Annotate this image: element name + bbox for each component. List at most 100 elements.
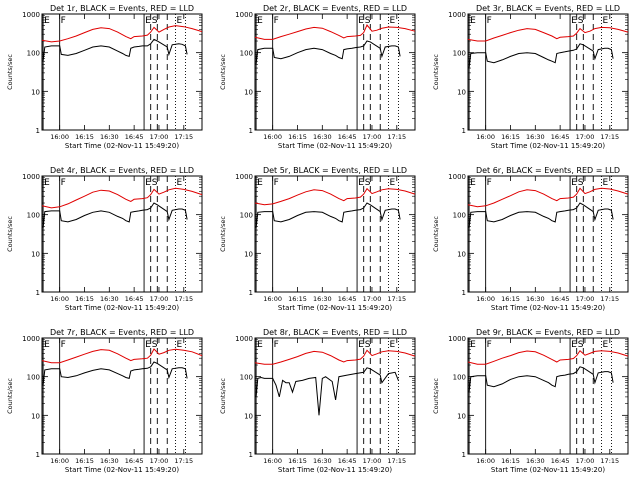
time-marker-label: F	[61, 16, 66, 26]
x-axis-label: Start Time (02-Nov-11 15:49:20)	[491, 466, 605, 474]
series-events-line	[42, 38, 188, 62]
series-lld-line	[41, 25, 203, 43]
x-axis-label: Start Time (02-Nov-11 15:49:20)	[278, 304, 392, 312]
y-tick-label: 1000	[448, 173, 466, 181]
x-tick-label: 16:00	[50, 295, 69, 303]
series-lld-line	[254, 187, 416, 206]
y-tick-label: 1	[249, 289, 253, 297]
x-tick-label: 16:30	[313, 457, 332, 465]
time-marker-label: S	[365, 178, 371, 188]
plot-frame	[254, 175, 416, 293]
x-tick-label: 17:15	[600, 133, 619, 141]
x-tick-label: 16:45	[125, 133, 144, 141]
detector-panel-3: Det 3r, BLACK = Events, RED = LLD 1 10 100 1…	[432, 4, 629, 150]
x-tick-label: 17:15	[387, 133, 406, 141]
y-tick-label: 100	[27, 212, 40, 220]
x-tick-label: 17:00	[150, 133, 169, 141]
x-axis-label: Start Time (02-Nov-11 15:49:20)	[65, 304, 179, 312]
x-tick-label: 16:15	[75, 295, 94, 303]
y-tick-label: 10	[457, 88, 466, 96]
series-events-line	[255, 367, 399, 416]
y-tick-label: 1000	[448, 11, 466, 19]
time-marker-label: F	[274, 340, 279, 350]
y-tick-label: 10	[31, 250, 40, 258]
time-marker-label: E	[571, 16, 577, 26]
y-tick-label: 1000	[22, 173, 40, 181]
plot-frame	[254, 337, 416, 455]
x-axis-label: Start Time (02-Nov-11 15:49:20)	[491, 142, 605, 150]
y-tick-label: 1000	[22, 335, 40, 343]
time-marker-label: E	[44, 340, 50, 350]
y-tick-label: 1000	[235, 11, 253, 19]
detector-panel-6: Det 6r, BLACK = Events, RED = LLD 1 10 100 1…	[432, 166, 629, 312]
time-marker-label: E	[603, 178, 609, 188]
time-marker-label: E	[390, 16, 396, 26]
time-marker-label: E	[470, 340, 476, 350]
x-tick-label: 16:15	[501, 133, 520, 141]
plot-frame	[41, 337, 203, 455]
time-marker-label: E	[390, 340, 396, 350]
time-marker-label: E	[358, 16, 364, 26]
time-marker-label: F	[61, 340, 66, 350]
y-tick-label: 10	[457, 412, 466, 420]
time-marker-label: S	[152, 16, 158, 26]
y-tick-label: 100	[453, 212, 466, 220]
y-tick-label: 10	[244, 88, 253, 96]
x-tick-label: 16:00	[50, 457, 69, 465]
panel-title: Det 4r, BLACK = Events, RED = LLD	[50, 166, 194, 175]
x-tick-label: 16:15	[288, 295, 307, 303]
x-tick-label: 16:45	[338, 295, 357, 303]
plot-frame	[41, 13, 203, 131]
time-marker-label: E	[177, 16, 183, 26]
time-marker-label: E	[145, 178, 151, 188]
x-tick-label: 17:00	[363, 457, 382, 465]
plot-frame	[254, 13, 416, 131]
time-marker-label: E	[603, 340, 609, 350]
time-marker-label: F	[487, 178, 492, 188]
y-axis-label: Counts/sec	[6, 378, 14, 414]
time-marker-label: F	[61, 178, 66, 188]
y-tick-label: 1	[462, 127, 466, 135]
plot-frame	[41, 175, 203, 293]
time-marker-label: F	[487, 340, 492, 350]
x-tick-label: 16:00	[263, 133, 282, 141]
y-tick-label: 100	[240, 212, 253, 220]
x-tick-label: 16:30	[526, 133, 545, 141]
series-lld-line	[467, 349, 629, 365]
y-tick-label: 10	[244, 250, 253, 258]
time-marker-label: E	[44, 178, 50, 188]
y-tick-label: 1	[249, 451, 253, 459]
y-tick-label: 1	[249, 127, 253, 135]
plot-frame	[467, 13, 629, 131]
x-tick-label: 16:15	[501, 295, 520, 303]
x-tick-label: 16:45	[125, 457, 144, 465]
series-lld-line	[41, 187, 203, 209]
time-marker-label: E	[390, 178, 396, 188]
x-tick-label: 16:15	[501, 457, 520, 465]
y-tick-label: 100	[27, 374, 40, 382]
series-lld-line	[41, 348, 203, 364]
detector-panel-9: Det 9r, BLACK = Events, RED = LLD 1 10 100 1…	[432, 328, 629, 474]
y-tick-label: 100	[453, 50, 466, 58]
panel-title: Det 8r, BLACK = Events, RED = LLD	[263, 328, 407, 337]
series-events-line	[255, 202, 401, 229]
x-tick-label: 16:00	[476, 133, 495, 141]
time-marker-label: S	[578, 178, 584, 188]
x-tick-label: 17:00	[576, 295, 595, 303]
panel-title: Det 3r, BLACK = Events, RED = LLD	[476, 4, 620, 13]
series-lld-line	[254, 349, 416, 365]
y-tick-label: 1	[36, 289, 40, 297]
x-tick-label: 17:00	[150, 457, 169, 465]
detector-panel-2: Det 2r, BLACK = Events, RED = LLD 1 10 100 1…	[219, 4, 416, 150]
detector-panel-1: Det 1r, BLACK = Events, RED = LLD 1 10 100 1…	[6, 4, 203, 150]
x-tick-label: 17:15	[387, 295, 406, 303]
series-events-line	[468, 43, 614, 69]
x-tick-label: 17:00	[363, 133, 382, 141]
series-events-line	[42, 361, 188, 386]
y-tick-label: 1000	[22, 11, 40, 19]
time-marker-label: F	[274, 16, 279, 26]
y-tick-label: 10	[244, 412, 253, 420]
x-tick-label: 17:00	[576, 133, 595, 141]
y-axis-label: Counts/sec	[432, 378, 440, 414]
